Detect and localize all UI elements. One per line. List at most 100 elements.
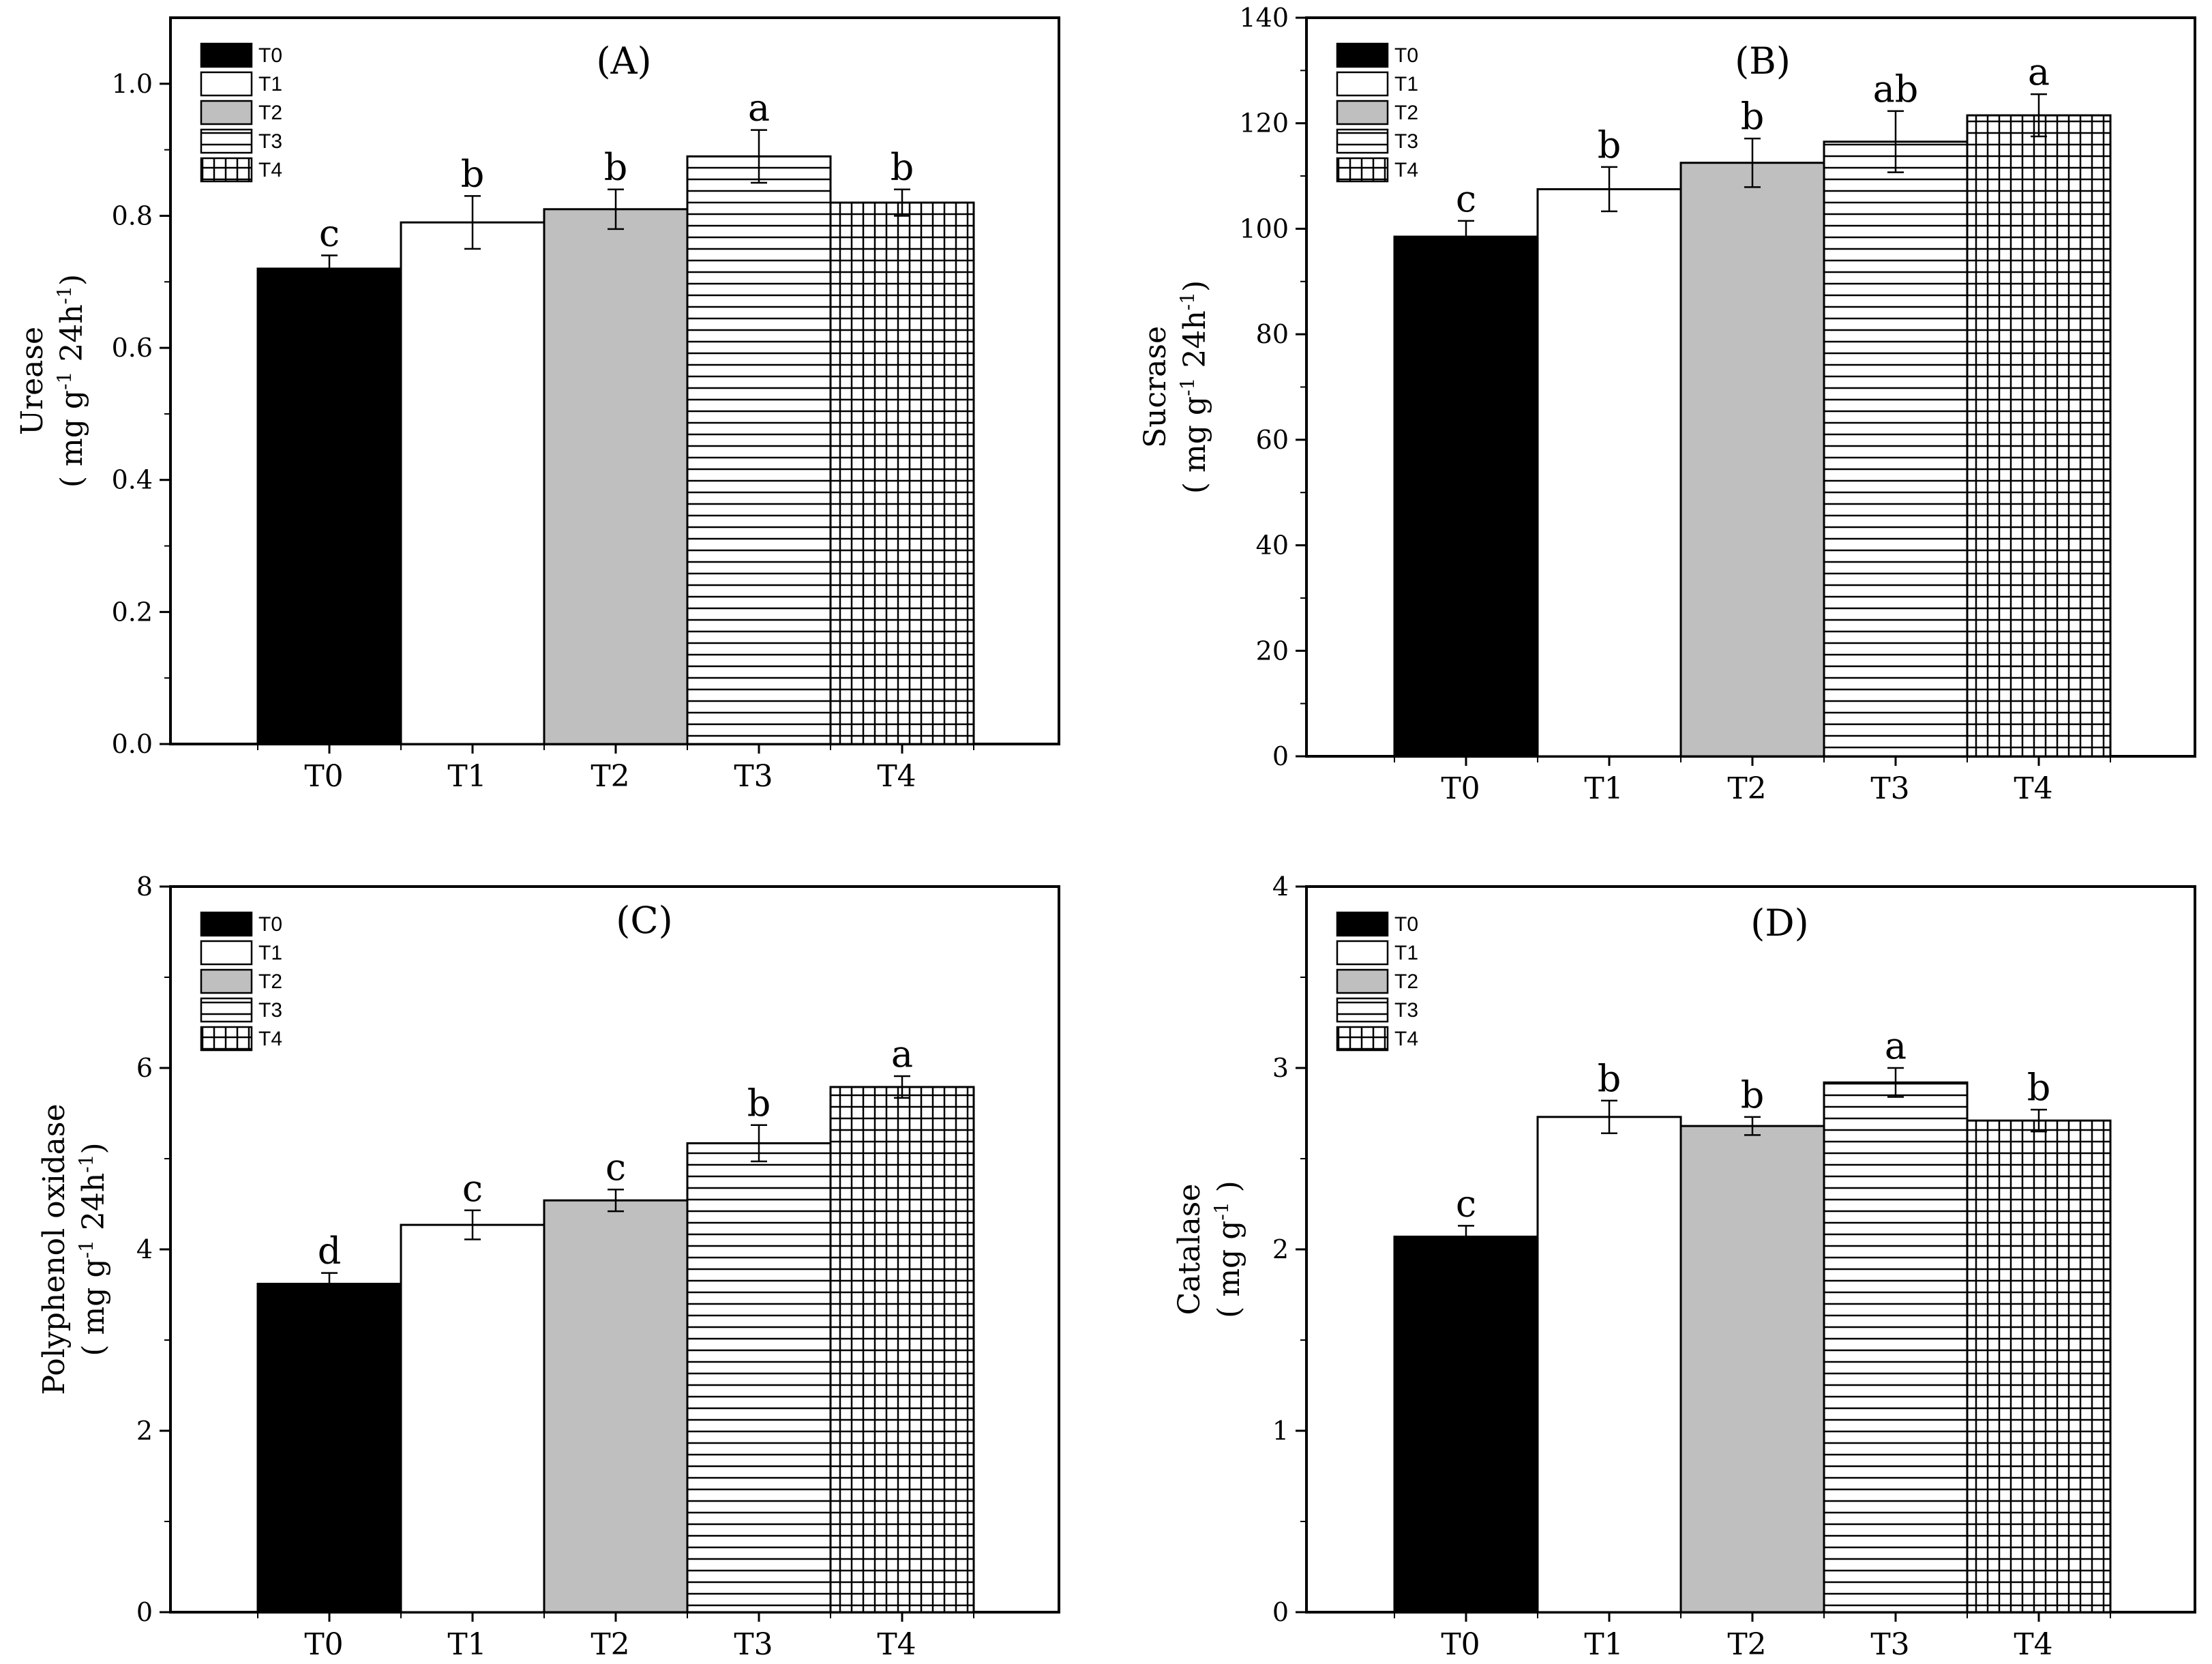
legend-label: T0 bbox=[1394, 913, 1418, 936]
x-tick-label: T1 bbox=[1584, 771, 1623, 806]
legend-item-t2: T2 bbox=[200, 100, 282, 125]
y-tick-label: 60 bbox=[1256, 425, 1289, 455]
y-axis-label-line1: Polyphenol oxidase bbox=[37, 1103, 72, 1395]
legend-item-t4: T4 bbox=[200, 157, 282, 183]
bar-t0 bbox=[256, 1283, 402, 1614]
y-axis-unit-superscript: -1 bbox=[1176, 378, 1199, 396]
legend-item-t4: T4 bbox=[200, 1026, 282, 1052]
y-axis-unit-close: ) bbox=[76, 1142, 111, 1154]
legend-swatch bbox=[1336, 42, 1389, 68]
y-axis-ticks: 0.0 0.2 0.4 0.6 0.8 1.0 bbox=[112, 69, 170, 759]
legend-label: T2 bbox=[1394, 102, 1418, 124]
legend-label: T3 bbox=[258, 999, 282, 1022]
y-axis-label: Catalase ( mg g-1 ) bbox=[1172, 1180, 1246, 1318]
chart-panel-a: c b b a b 0.0 0.2 0.4 0.6 0.8 1.0 T0 T1 T2 T3 T4 T0 T1… bbox=[15, 16, 1060, 794]
y-axis-unit-part1: ( mg g bbox=[55, 390, 89, 488]
y-axis-unit-close: ) bbox=[1212, 1180, 1246, 1192]
legend-swatch bbox=[200, 157, 253, 183]
y-tick-label: 0.2 bbox=[112, 597, 153, 627]
legend-swatch bbox=[1336, 940, 1389, 966]
significance-letter: c bbox=[462, 1167, 483, 1210]
x-tick-label: T0 bbox=[1441, 1627, 1480, 1662]
y-axis-unit-superscript2: -1 bbox=[53, 286, 76, 304]
error-bar-group bbox=[1458, 93, 2047, 254]
legend-swatch bbox=[200, 71, 253, 97]
significance-letter: b bbox=[2027, 1066, 2051, 1109]
error-bar-t0 bbox=[321, 1272, 338, 1296]
error-bar-group bbox=[321, 129, 910, 283]
y-axis-label: Polyphenol oxidase ( mg g-1 24h-1) bbox=[37, 1103, 111, 1395]
y-tick-label: 120 bbox=[1239, 108, 1289, 138]
bar-group bbox=[1393, 114, 2112, 758]
legend-swatch bbox=[200, 968, 253, 994]
legend-swatch bbox=[200, 940, 253, 966]
x-axis-ticks: T0 T1 T2 T3 T4 bbox=[1394, 756, 2111, 806]
y-tick-label: 2 bbox=[1272, 1234, 1289, 1264]
chart-panel-d: c b b a b 0 1 2 3 4 T0 T1 T2 T3 T4 T0 T1 T2 T3 T4 (D) Ca… bbox=[1172, 872, 2196, 1662]
y-tick-label: 80 bbox=[1256, 319, 1289, 349]
error-bar-t4 bbox=[2031, 93, 2047, 138]
error-bar-t3 bbox=[751, 1124, 767, 1163]
y-axis-unit-part2: 24h bbox=[55, 304, 89, 361]
legend-label: T1 bbox=[258, 73, 282, 95]
bar-t1 bbox=[1536, 1116, 1682, 1614]
panel-label: (B) bbox=[1735, 40, 1791, 83]
legend-label: T4 bbox=[258, 1028, 282, 1050]
legend-item-t1: T1 bbox=[200, 71, 282, 97]
x-tick-label: T2 bbox=[1727, 771, 1766, 806]
legend-item-t3: T3 bbox=[1336, 128, 1418, 154]
significance-letter: a bbox=[1885, 1024, 1907, 1067]
error-bar-t3 bbox=[751, 129, 767, 184]
significance-letter: a bbox=[891, 1032, 913, 1075]
y-axis-unit-part1: ( mg g bbox=[76, 1258, 111, 1356]
legend-label: T1 bbox=[1394, 942, 1418, 964]
y-axis-label: Sucrase ( mg g-1 24h-1) bbox=[1138, 280, 1212, 494]
x-tick-label: T3 bbox=[1870, 771, 1909, 806]
legend-item-t0: T0 bbox=[1336, 911, 1418, 937]
y-tick-label: 0.0 bbox=[112, 729, 153, 759]
x-tick-label: T3 bbox=[1870, 1627, 1909, 1662]
legend-label: T0 bbox=[258, 913, 282, 936]
bar-t1 bbox=[400, 221, 545, 745]
error-bar-group bbox=[1458, 1067, 2047, 1249]
y-axis-label-line2: ( mg g-1 24h-1) bbox=[1176, 280, 1212, 494]
legend-swatch bbox=[200, 42, 253, 68]
x-axis-ticks: T0 T1 T2 T3 T4 bbox=[257, 744, 974, 794]
legend-label: T3 bbox=[1394, 999, 1418, 1022]
bar-t0 bbox=[1393, 1235, 1539, 1614]
y-axis-unit-superscript2: -1 bbox=[75, 1155, 98, 1173]
legend-item-t1: T1 bbox=[1336, 71, 1418, 97]
significance-letter: b bbox=[604, 146, 628, 189]
y-axis-unit-part2: 24h bbox=[1178, 310, 1212, 368]
y-tick-label: 6 bbox=[136, 1053, 153, 1083]
legend-swatch bbox=[200, 128, 253, 154]
legend-item-t4: T4 bbox=[1336, 1026, 1418, 1052]
legend-item-t0: T0 bbox=[1336, 42, 1418, 68]
y-tick-label: 0.6 bbox=[112, 333, 153, 363]
bar-group bbox=[256, 155, 975, 745]
x-tick-label: T4 bbox=[2014, 1627, 2052, 1662]
y-tick-label: 0 bbox=[1272, 1597, 1289, 1627]
x-tick-label: T3 bbox=[734, 759, 773, 794]
x-tick-label: T3 bbox=[734, 1627, 773, 1662]
legend-item-t0: T0 bbox=[200, 42, 282, 68]
y-axis-label-line2: ( mg g-1 24h-1) bbox=[53, 274, 89, 488]
legend-swatch bbox=[200, 997, 253, 1023]
legend-item-t0: T0 bbox=[200, 911, 282, 937]
legend-swatch bbox=[1336, 71, 1389, 97]
y-axis-unit-superscript: -1 bbox=[75, 1240, 98, 1258]
x-tick-label: T4 bbox=[877, 759, 916, 794]
legend-swatch bbox=[1336, 1026, 1389, 1052]
bar-t3 bbox=[686, 155, 832, 745]
x-tick-label: T0 bbox=[304, 1627, 343, 1662]
legend-swatch bbox=[1336, 911, 1389, 937]
legend-label: T4 bbox=[258, 159, 282, 181]
legend-label: T3 bbox=[258, 130, 282, 153]
legend-label: T0 bbox=[258, 44, 282, 67]
bar-t4 bbox=[829, 1086, 975, 1614]
significance-letter: a bbox=[2028, 50, 2050, 93]
error-bar-t2 bbox=[608, 188, 624, 231]
error-bar-group bbox=[321, 1075, 910, 1296]
y-tick-label: 2 bbox=[136, 1416, 153, 1446]
